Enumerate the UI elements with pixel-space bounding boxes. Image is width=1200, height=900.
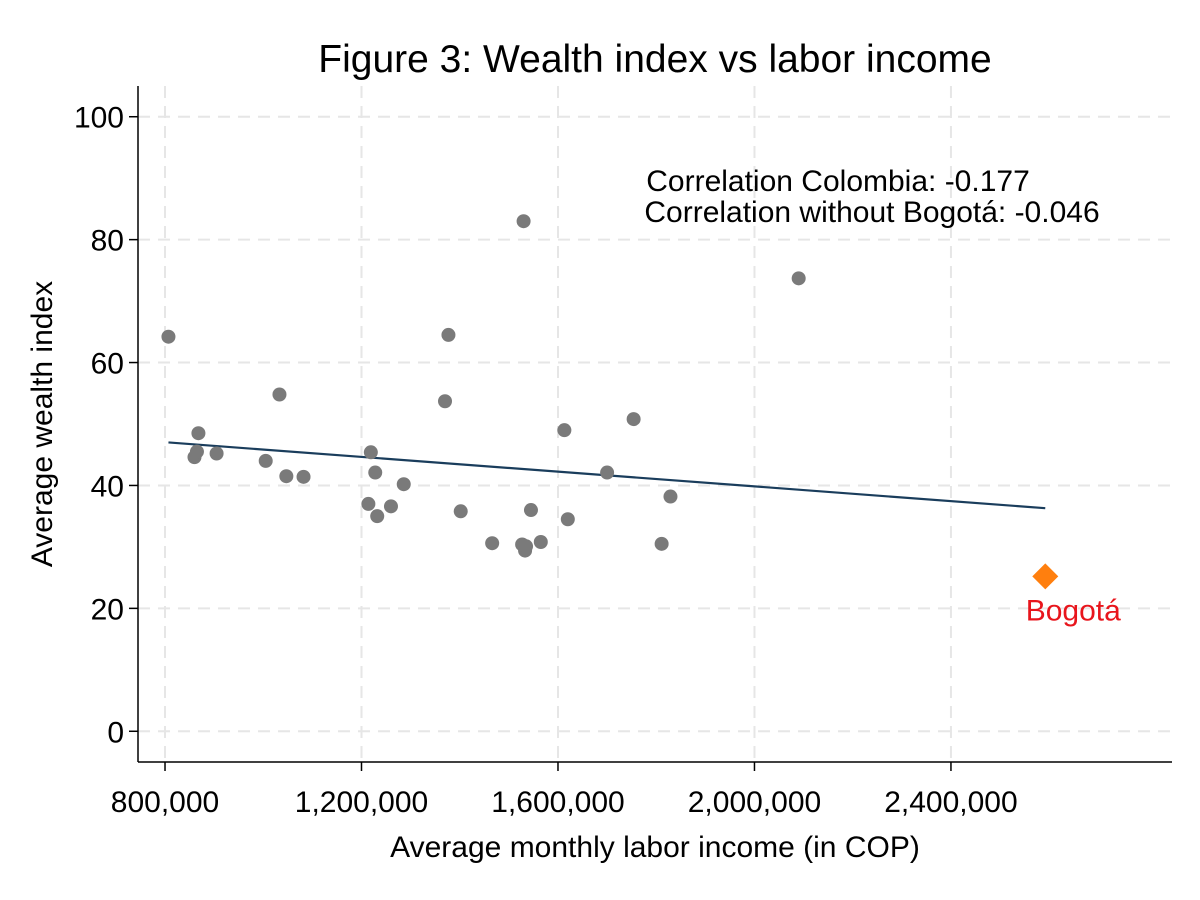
y-tick-label: 40	[91, 470, 124, 503]
x-tick-label: 800,000	[111, 786, 219, 819]
y-axis-label: Average wealth index	[26, 281, 59, 567]
data-point	[189, 444, 204, 459]
y-tick-label: 60	[91, 348, 124, 381]
data-point	[361, 496, 376, 511]
bogota-point	[1032, 563, 1059, 590]
data-point	[383, 499, 398, 514]
bogota-label: Bogotá	[1026, 594, 1121, 627]
chart-title: Figure 3: Wealth index vs labor income	[318, 38, 991, 81]
data-point	[396, 477, 411, 492]
data-point	[258, 453, 273, 468]
data-point	[368, 465, 383, 480]
data-point	[296, 469, 311, 484]
data-point	[272, 387, 287, 402]
correlation-without-bogota-annotation: Correlation without Bogotá: -0.046	[644, 196, 1099, 229]
data-point	[485, 536, 500, 551]
x-tick-label: 2,400,000	[884, 786, 1017, 819]
x-tick-label: 1,600,000	[491, 786, 624, 819]
y-tick-label: 80	[91, 225, 124, 258]
y-tick-label: 0	[107, 716, 124, 749]
y-tick-label: 100	[74, 102, 124, 135]
correlation-colombia-annotation: Correlation Colombia: -0.177	[646, 165, 1030, 198]
data-point	[557, 423, 572, 438]
x-tick-label: 1,200,000	[295, 786, 428, 819]
data-point	[600, 465, 615, 480]
point-layer	[161, 214, 806, 558]
data-point	[523, 503, 538, 518]
y-tick-label: 20	[91, 593, 124, 626]
x-tick-label: 2,000,000	[688, 786, 821, 819]
data-point	[363, 445, 378, 460]
data-point	[533, 534, 548, 549]
data-point	[654, 536, 669, 551]
data-point	[279, 469, 294, 484]
grid-layer	[138, 86, 1172, 762]
data-point	[560, 512, 575, 527]
data-point	[441, 327, 456, 342]
data-point	[791, 271, 806, 286]
x-axis-label: Average monthly labor income (in COP)	[390, 831, 920, 864]
highlight-layer: Bogotá	[1026, 563, 1121, 627]
axes-layer	[137, 86, 1172, 763]
data-point	[191, 426, 206, 441]
data-point	[663, 489, 678, 504]
data-point	[516, 214, 531, 229]
data-point	[209, 446, 224, 461]
tick-layer: 0 20 40 60 80 100 800,000 1,200,000 1,600,000 2,0…	[74, 102, 1018, 819]
data-point	[438, 394, 453, 409]
data-point	[453, 504, 468, 519]
data-point	[370, 509, 385, 524]
data-point	[161, 329, 176, 344]
data-point	[519, 539, 534, 554]
data-point	[626, 412, 641, 427]
